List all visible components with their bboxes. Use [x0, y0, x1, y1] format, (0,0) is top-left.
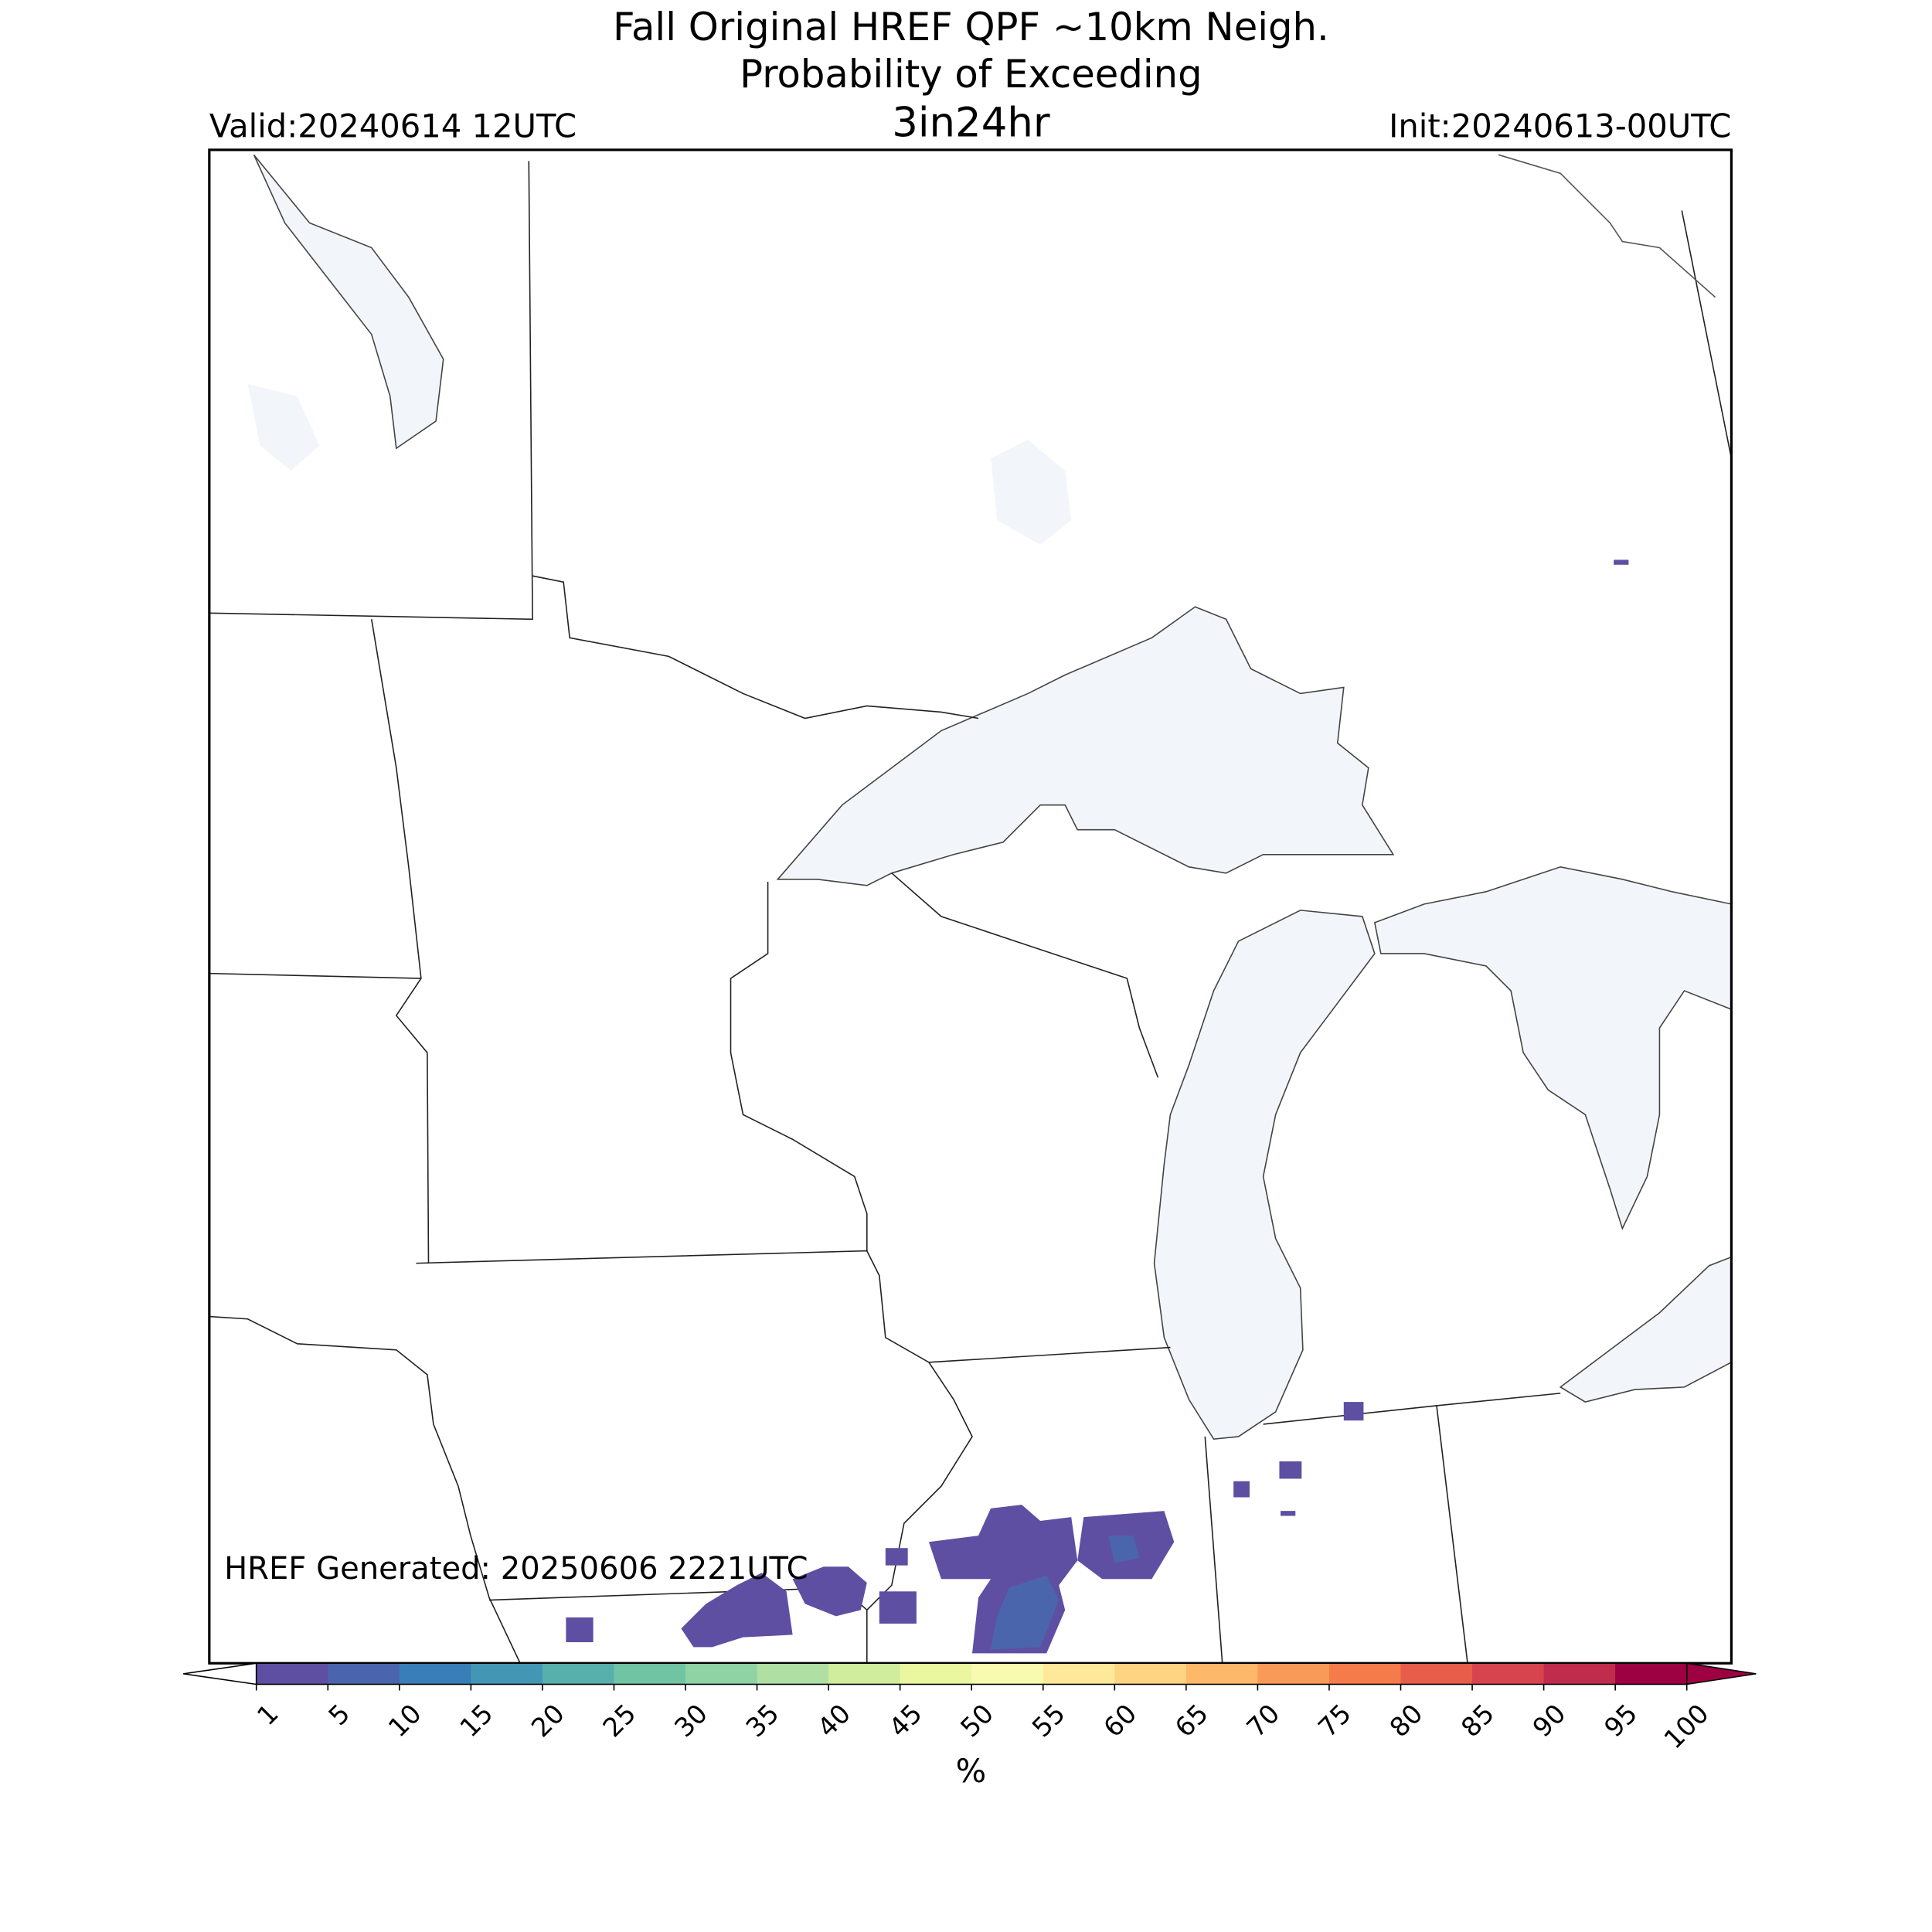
colorbar-bin: [900, 1663, 973, 1685]
colorbar-tick-label: 15: [454, 1699, 499, 1743]
colorbar-frame: [255, 1662, 1688, 1685]
colorbar-tick-label: 60: [1097, 1699, 1142, 1743]
colorbar-bin: [542, 1663, 615, 1685]
colorbar-bin: [614, 1663, 686, 1685]
colorbar-bin: [256, 1663, 329, 1685]
colorbar-bin: [1472, 1663, 1545, 1685]
colorbar-bin: [1543, 1663, 1616, 1685]
colorbar-tick-label: 35: [740, 1699, 785, 1743]
init-time: Init:20240613-00UTC: [1389, 107, 1731, 145]
colorbar-tick-label: 100: [1658, 1699, 1715, 1755]
colorbar-tick-label: 20: [526, 1699, 570, 1743]
colorbar: 1 5 10 15 20 25 30 35 40 45 50 55 60 65 70 75 80 85 90 95 10…: [183, 1662, 1757, 1755]
colorbar-bin: [828, 1663, 901, 1685]
map: [208, 148, 1733, 1665]
lake: [253, 154, 444, 450]
colorbar-bin: [1615, 1663, 1688, 1685]
lake-michigan: [1153, 910, 1376, 1440]
title-line: Fall Original HREF QPF ~10km Neigh.: [613, 5, 1329, 49]
generated-note: HREF Generated: 20250606 2221UTC: [224, 1551, 808, 1587]
colorbar-tick-label: 65: [1169, 1699, 1214, 1743]
colorbar-tick-label: 30: [668, 1699, 713, 1743]
colorbar-tick-label: 80: [1384, 1699, 1429, 1743]
colorbar-bin: [1043, 1663, 1116, 1685]
colorbar-tick-label: 90: [1527, 1699, 1572, 1743]
colorbar-tick-label: 45: [883, 1699, 928, 1743]
colorbar-bin: [685, 1663, 758, 1685]
lake: [991, 439, 1072, 546]
colorbar-bin: [328, 1663, 400, 1685]
colorbar-bin: [471, 1663, 543, 1685]
colorbar-tick-label: 10: [383, 1699, 427, 1743]
precip-area: [566, 560, 1629, 1654]
colorbar-tick-label: 95: [1598, 1699, 1643, 1743]
colorbar-extend-over: [1685, 1662, 1757, 1685]
colorbar-label: %: [956, 1752, 987, 1790]
colorbar-bin: [399, 1663, 472, 1685]
colorbar-extend-under: [183, 1662, 257, 1685]
colorbar-bin: [1328, 1663, 1402, 1685]
colorbar-tick-label: 50: [954, 1699, 999, 1743]
lake-huron: [1373, 866, 1732, 1230]
colorbar-bin: [1114, 1663, 1187, 1685]
colorbar-bin: [1257, 1663, 1330, 1685]
colorbar-tick-label: 85: [1455, 1699, 1500, 1743]
colorbar-tick-label: 25: [597, 1699, 642, 1743]
lake: [247, 383, 320, 471]
colorbar-tick-label: 70: [1241, 1699, 1286, 1743]
title-line: Probability of Exceeding: [740, 52, 1202, 97]
colorbar-tick-label: 5: [323, 1699, 356, 1732]
title-line: 3in24hr: [892, 99, 1050, 146]
colorbar-tick-label: 1: [251, 1699, 284, 1732]
colorbar-tick-label: 40: [811, 1699, 856, 1743]
valid-time: Valid:20240614 12UTC: [209, 107, 577, 145]
colorbar-bin: [757, 1663, 829, 1685]
colorbar-tick-label: 75: [1312, 1699, 1357, 1743]
colorbar-bin: [1185, 1663, 1259, 1685]
colorbar-bin: [1400, 1663, 1473, 1685]
lake-superior: [776, 606, 1395, 886]
lake-erie: [1559, 1256, 1732, 1403]
colorbar-bin: [971, 1663, 1044, 1685]
colorbar-tick-label: 55: [1026, 1699, 1071, 1743]
